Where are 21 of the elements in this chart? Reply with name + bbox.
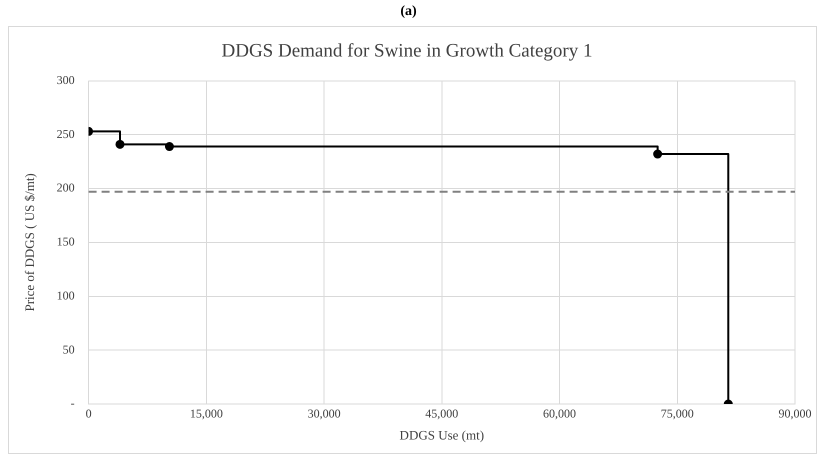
x-tick-label: 75,000 (660, 406, 694, 420)
y-tick-label: 150 (56, 234, 75, 249)
x-tick-label: 0 (86, 406, 92, 420)
x-tick-label: 45,000 (425, 406, 458, 420)
y-tick-label: 50 (62, 342, 75, 356)
x-tick-label: 90,000 (778, 406, 812, 420)
y-tick-label: 250 (56, 126, 75, 141)
y-tick-label: - (70, 396, 75, 410)
x-tick-label: 60,000 (543, 406, 576, 420)
y-tick-label: 100 (56, 288, 75, 302)
chart-title: DDGS Demand for Swine in Growth Category 1 (222, 40, 592, 62)
y-tick-label: 200 (56, 180, 75, 195)
chart-subtitle: (a) (399, 4, 418, 20)
y-tick-label: 300 (56, 72, 75, 87)
x-tick-label: 15,000 (190, 406, 223, 420)
point (115, 140, 124, 149)
x-axis-title: DDGS Use (mt) (400, 428, 484, 443)
point (653, 150, 662, 159)
point (164, 142, 174, 152)
x-tick-label: 30,000 (308, 406, 341, 420)
y-axis-title: Price of DDGS ( US $/mt) (22, 173, 38, 312)
